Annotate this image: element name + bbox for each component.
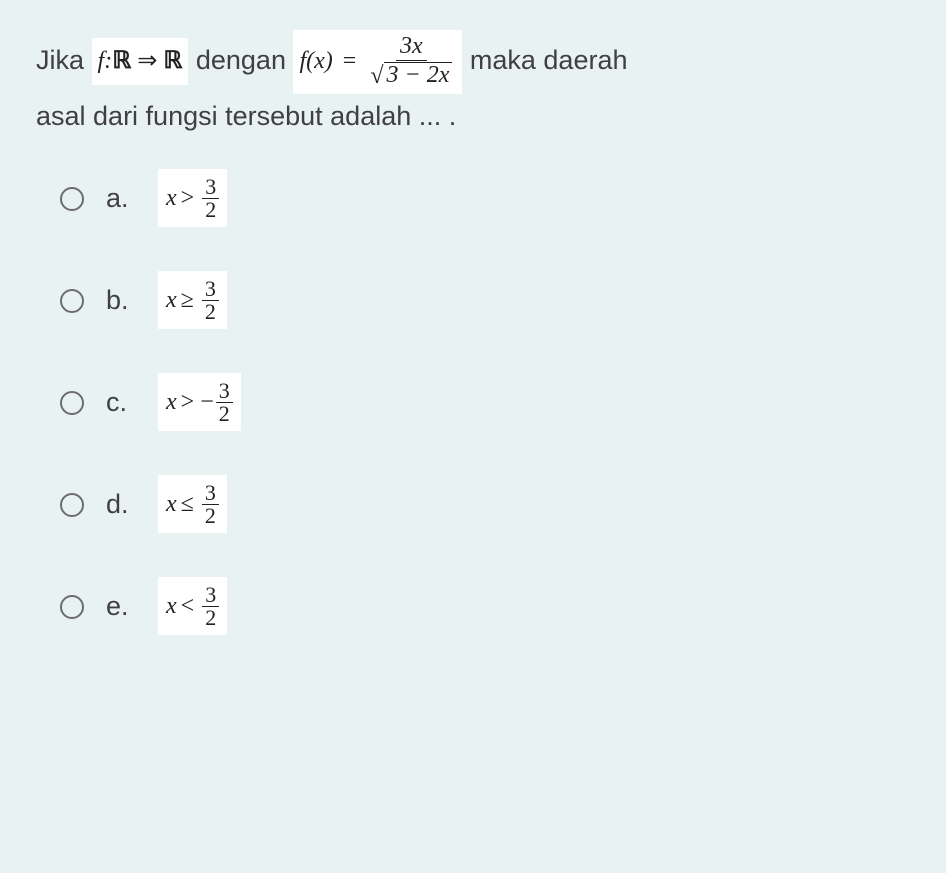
opt-frac: 3 2 xyxy=(202,176,219,221)
opt-rel: < xyxy=(177,593,201,620)
radio-d[interactable] xyxy=(60,493,84,517)
opt-frac-d: 2 xyxy=(216,403,233,425)
mapping-colon: : xyxy=(104,48,112,74)
opt-rel: > xyxy=(177,389,201,416)
text-maka: maka daerah xyxy=(470,45,628,75)
opt-var: x xyxy=(166,185,177,212)
opt-frac-d: 2 xyxy=(202,607,219,629)
fx-denominator: √ 3 − 2x xyxy=(366,61,456,90)
opt-frac-n: 3 xyxy=(202,278,219,301)
opt-frac-n: 3 xyxy=(202,482,219,505)
option-letter: e. xyxy=(106,591,158,622)
fx-lhs: f(x) xyxy=(299,41,332,82)
opt-frac: 3 2 xyxy=(216,380,233,425)
radio-e[interactable] xyxy=(60,595,84,619)
option-letter: d. xyxy=(106,489,158,520)
option-math-d: x ≤ 3 2 xyxy=(158,475,227,533)
opt-frac-d: 2 xyxy=(202,301,219,323)
math-function: f(x) = 3x √ 3 − 2x xyxy=(293,30,462,94)
under-root: 3 − 2x xyxy=(384,62,453,88)
opt-neg: − xyxy=(200,389,216,416)
opt-rel: > xyxy=(177,185,201,212)
opt-frac-n: 3 xyxy=(202,176,219,199)
options-list: a. x > 3 2 b. x ≥ 3 2 c. x > xyxy=(0,159,946,689)
opt-rel: ≤ xyxy=(177,491,200,518)
mapping-arrow: ⇒ xyxy=(137,48,157,74)
mapping-codomain: ℝ xyxy=(163,47,182,74)
radio-b[interactable] xyxy=(60,289,84,313)
radio-a[interactable] xyxy=(60,187,84,211)
question-text: Jika f:ℝ ⇒ ℝ dengan f(x) = 3x √ 3 − 2x m… xyxy=(36,30,910,139)
option-letter: a. xyxy=(106,183,158,214)
opt-frac-d: 2 xyxy=(202,505,219,527)
opt-var: x xyxy=(166,593,177,620)
option-e: e. x < 3 2 xyxy=(60,577,910,635)
option-math-e: x < 3 2 xyxy=(158,577,227,635)
opt-var: x xyxy=(166,491,177,518)
radical-symbol: √ xyxy=(370,64,383,88)
option-math-b: x ≥ 3 2 xyxy=(158,271,227,329)
opt-var: x xyxy=(166,287,177,314)
option-a: a. x > 3 2 xyxy=(60,169,910,227)
opt-rel: ≥ xyxy=(177,287,200,314)
option-letter: b. xyxy=(106,285,158,316)
sqrt-wrap: √ 3 − 2x xyxy=(370,62,452,88)
opt-frac-n: 3 xyxy=(216,380,233,403)
option-math-c: x > − 3 2 xyxy=(158,373,241,431)
text-line2: asal dari fungsi tersebut adalah ... . xyxy=(36,101,456,131)
text-jika: Jika xyxy=(36,45,84,75)
question-block: Jika f:ℝ ⇒ ℝ dengan f(x) = 3x √ 3 − 2x m… xyxy=(0,0,946,159)
option-math-a: x > 3 2 xyxy=(158,169,227,227)
math-mapping: f:ℝ ⇒ ℝ xyxy=(92,38,189,85)
text-dengan: dengan xyxy=(196,45,286,75)
option-letter: c. xyxy=(106,387,158,418)
fx-fraction: 3x √ 3 − 2x xyxy=(366,33,456,91)
opt-var: x xyxy=(166,389,177,416)
opt-frac: 3 2 xyxy=(202,482,219,527)
opt-frac-n: 3 xyxy=(202,584,219,607)
opt-frac: 3 2 xyxy=(202,584,219,629)
option-b: b. x ≥ 3 2 xyxy=(60,271,910,329)
opt-frac: 3 2 xyxy=(202,278,219,323)
option-d: d. x ≤ 3 2 xyxy=(60,475,910,533)
radio-c[interactable] xyxy=(60,391,84,415)
mapping-domain: ℝ xyxy=(112,47,131,74)
option-c: c. x > − 3 2 xyxy=(60,373,910,431)
fx-eq: = xyxy=(339,41,361,82)
fx-numerator: 3x xyxy=(396,33,427,61)
opt-frac-d: 2 xyxy=(202,199,219,221)
